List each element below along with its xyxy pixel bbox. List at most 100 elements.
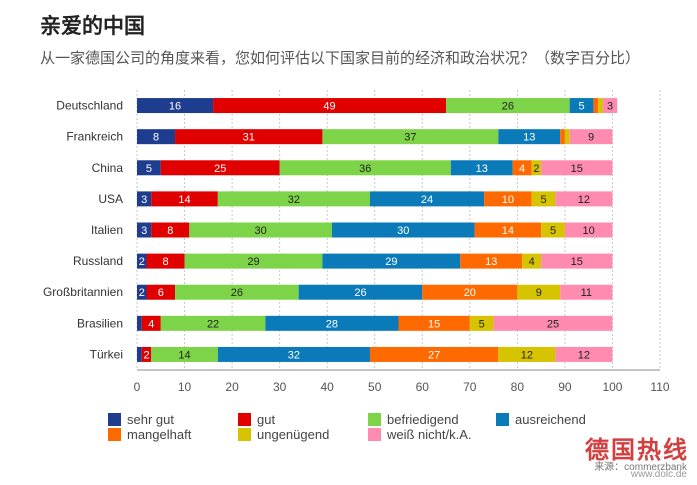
bar-value-label: 20 (464, 287, 476, 299)
bar-value-label: 13 (476, 163, 488, 175)
category-label: Türkei (90, 347, 123, 361)
category-label: Frankreich (66, 130, 123, 144)
bar-segment (160, 160, 280, 176)
x-tick-label: 80 (511, 380, 525, 394)
bar-segment (146, 253, 185, 269)
bar-value-label: 6 (158, 287, 164, 299)
bar-segment (137, 346, 142, 362)
bar-value-label: 2 (533, 163, 539, 175)
bar-segment (512, 160, 532, 176)
legend-item: ungenügend (238, 427, 329, 442)
bar-segment (137, 315, 142, 331)
bar-segment (517, 284, 561, 300)
bar-segment (541, 253, 613, 269)
bar-segment (560, 129, 565, 145)
legend-swatch (496, 413, 509, 426)
bar-segment (137, 222, 152, 238)
bar-segment (141, 315, 161, 331)
legend-swatch (238, 428, 251, 441)
bar-value-label: 26 (354, 287, 366, 299)
bar-segment (137, 191, 152, 207)
bar-segment (322, 253, 461, 269)
bar-value-label: 5 (578, 101, 584, 113)
x-tick-label: 50 (368, 380, 382, 394)
bar-segment (564, 129, 570, 145)
legend-label: sehr gut (127, 412, 174, 427)
x-tick-label: 100 (602, 380, 622, 394)
bar-segment (217, 191, 370, 207)
bar-value-label: 3 (607, 101, 613, 113)
bar-segment (602, 98, 618, 114)
category-label: Russland (73, 254, 123, 268)
legend-item: befriedigend (368, 412, 459, 427)
bar-value-label: 24 (421, 194, 433, 206)
category-label: Italien (91, 223, 123, 237)
x-tick-label: 110 (650, 380, 669, 394)
x-tick-label: 10 (178, 380, 192, 394)
bar-segment (141, 346, 152, 362)
source-note: 来源：commerzbank (594, 462, 687, 473)
bar-value-label: 2 (139, 287, 145, 299)
x-tick-label: 70 (463, 380, 477, 394)
bar-value-label: 10 (502, 194, 514, 206)
legend-item: mangelhaft (108, 427, 191, 442)
bar-segment (522, 253, 542, 269)
bar-segment (493, 315, 613, 331)
bar-value-label: 14 (178, 194, 190, 206)
bar-segment (555, 346, 613, 362)
bar-segment (322, 129, 499, 145)
bar-value-label: 5 (540, 194, 546, 206)
legend-swatch (238, 413, 251, 426)
category-label: USA (98, 192, 123, 206)
bar-value-label: 15 (571, 163, 583, 175)
bar-value-label: 31 (243, 132, 255, 144)
bar-value-label: 5 (146, 163, 152, 175)
bar-segment (151, 222, 190, 238)
bar-segment (137, 160, 161, 176)
bar-segment (160, 315, 266, 331)
bar-value-label: 26 (231, 287, 243, 299)
bar-value-label: 32 (288, 349, 300, 361)
bar-segment (531, 191, 556, 207)
site-url: www.dolc.de (630, 469, 687, 480)
legend-label: befriedigend (387, 412, 459, 427)
bar-segment (369, 191, 485, 207)
bar-segment (151, 346, 218, 362)
bar-segment (189, 222, 332, 238)
watermark-logo: 德国热线 (585, 437, 689, 464)
bar-segment (146, 284, 176, 300)
x-tick-label: 0 (134, 380, 141, 394)
bar-segment (541, 160, 613, 176)
bar-segment (137, 98, 214, 114)
bar-segment (498, 129, 561, 145)
legend-swatch (108, 413, 121, 426)
bar-segment (541, 222, 565, 238)
legend-swatch (368, 413, 381, 426)
x-tick-label: 30 (273, 380, 287, 394)
bar-value-label: 9 (536, 287, 542, 299)
bar-segment (279, 160, 451, 176)
legend-label: ungenügend (257, 427, 330, 442)
legend-item: ausreichend (496, 412, 586, 427)
legend-label: weiß nicht/k.A. (387, 427, 472, 442)
bar-segment (369, 346, 499, 362)
bar-segment (564, 222, 613, 238)
bar-value-label: 15 (428, 318, 440, 330)
bar-value-label: 12 (578, 349, 590, 361)
bar-value-label: 4 (148, 318, 154, 330)
bar-value-label: 36 (359, 163, 371, 175)
bar-segment (469, 315, 494, 331)
bar-value-label: 15 (571, 256, 583, 268)
bar-segment (569, 98, 594, 114)
bar-value-label: 37 (404, 132, 416, 144)
legend-swatch (368, 428, 381, 441)
bar-value-label: 32 (288, 194, 300, 206)
legend-item: sehr gut (108, 412, 174, 427)
bar-value-label: 8 (153, 132, 159, 144)
bar-segment (137, 284, 147, 300)
x-tick-label: 90 (558, 380, 572, 394)
bar-segment (474, 222, 542, 238)
bar-value-label: 29 (385, 256, 397, 268)
bar-value-label: 12 (578, 194, 590, 206)
